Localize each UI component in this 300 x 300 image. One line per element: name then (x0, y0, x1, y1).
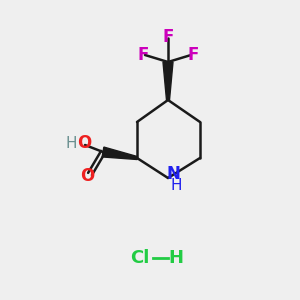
Text: H: H (65, 136, 77, 151)
Text: F: F (187, 46, 199, 64)
Text: H: H (169, 249, 184, 267)
Text: O: O (77, 134, 91, 152)
Text: H: H (170, 178, 182, 194)
Text: Cl: Cl (130, 249, 150, 267)
Polygon shape (102, 147, 137, 160)
Text: N: N (166, 165, 180, 183)
Text: F: F (162, 28, 174, 46)
Text: F: F (137, 46, 149, 64)
Text: O: O (80, 167, 94, 185)
Polygon shape (163, 62, 173, 100)
